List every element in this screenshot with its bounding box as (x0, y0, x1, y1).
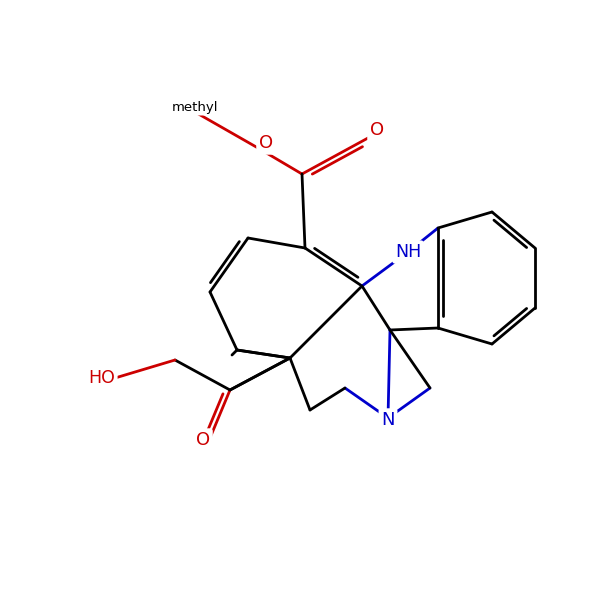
Text: O: O (370, 121, 384, 139)
Text: O: O (259, 134, 273, 152)
Text: HO: HO (88, 369, 115, 387)
Text: NH: NH (395, 243, 421, 261)
Text: O: O (196, 431, 210, 449)
Text: methyl: methyl (172, 100, 218, 113)
Text: N: N (381, 411, 395, 429)
